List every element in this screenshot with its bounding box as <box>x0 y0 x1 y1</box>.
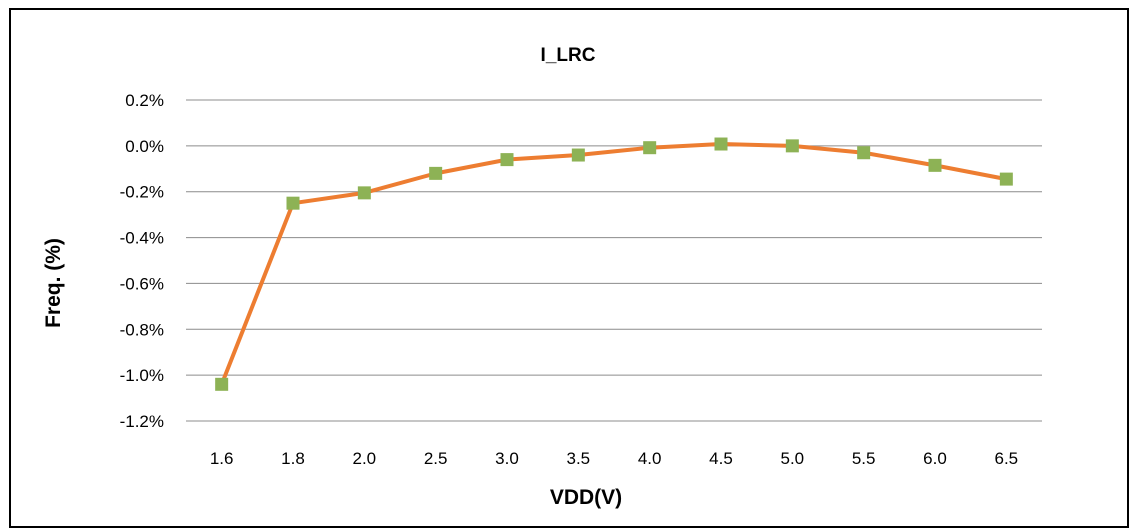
x-tick-label: 5.0 <box>781 449 805 468</box>
x-tick-label: 4.5 <box>709 449 733 468</box>
x-tick-label: 3.5 <box>567 449 591 468</box>
data-point-marker <box>928 158 942 172</box>
x-tick-label: 2.5 <box>424 449 448 468</box>
data-point-marker <box>286 196 300 210</box>
data-point-marker <box>643 141 657 155</box>
x-axis-tick-labels: 1.6 1.8 2.0 2.5 3.0 3.5 4.0 4.5 5.0 5.5 6.0 6.5 <box>210 449 1018 468</box>
line-chart: I_LRC 0.2% 0.0% -0.2% -0.4% -0.6% -0.8% -1.0% -… <box>42 45 1042 509</box>
y-tick-label: -1.0% <box>120 366 164 385</box>
data-point-marker <box>215 377 229 391</box>
y-tick-label: -1.2% <box>120 412 164 431</box>
y-tick-label: -0.4% <box>120 229 164 248</box>
x-tick-label: 5.5 <box>852 449 876 468</box>
x-tick-label: 1.8 <box>281 449 305 468</box>
data-point-marker <box>571 148 585 162</box>
x-tick-label: 6.5 <box>995 449 1019 468</box>
y-tick-label: -0.6% <box>120 274 164 293</box>
y-tick-label: -0.8% <box>120 320 164 339</box>
data-point-marker <box>999 172 1013 186</box>
data-point-marker <box>857 146 871 160</box>
chart-frame <box>9 8 1129 528</box>
y-tick-label: 0.2% <box>125 91 164 110</box>
data-point-marker <box>500 153 514 167</box>
x-tick-label: 2.0 <box>353 449 377 468</box>
series-line <box>219 142 1007 386</box>
y-tick-label: -0.2% <box>120 183 164 202</box>
data-point-marker <box>429 166 443 180</box>
x-tick-label: 6.0 <box>923 449 947 468</box>
x-axis-title: VDD(V) <box>550 486 622 509</box>
series-group <box>215 137 1013 391</box>
chart-title: I_LRC <box>541 45 596 66</box>
gridlines <box>186 99 1042 422</box>
x-tick-label: 3.0 <box>495 449 519 468</box>
x-tick-label: 4.0 <box>638 449 662 468</box>
data-point-marker <box>357 186 371 200</box>
data-point-marker <box>714 137 728 151</box>
data-point-marker <box>785 139 799 153</box>
x-tick-label: 1.6 <box>210 449 234 468</box>
y-tick-label: 0.0% <box>125 137 164 156</box>
y-axis-tick-labels: 0.2% 0.0% -0.2% -0.4% -0.6% -0.8% -1.0% -1.2% <box>120 91 164 431</box>
y-axis-title: Freq. (%) <box>42 238 65 328</box>
